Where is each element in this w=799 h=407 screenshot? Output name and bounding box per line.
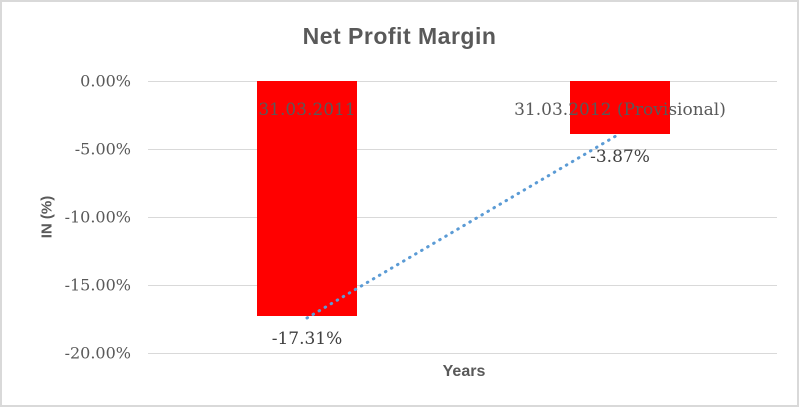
category-label-1: 31.03.2011 (258, 100, 356, 120)
data-label-2: -3.87% (590, 147, 650, 167)
gridline (148, 217, 777, 218)
bar-2 (570, 81, 670, 134)
y-axis-title: IN (%) (38, 195, 56, 239)
data-label-1: -17.31% (271, 329, 343, 349)
gridline (148, 81, 777, 82)
y-tick-label: -10.00% (64, 207, 131, 227)
category-label-2: 31.03.2012 (Provisional) (514, 100, 726, 120)
y-tick-label: -20.00% (64, 343, 131, 363)
chart-title: Net Profit Margin (302, 23, 497, 49)
y-tick-label: -15.00% (64, 275, 131, 295)
x-axis-title: Years (442, 363, 486, 380)
gridline (148, 285, 777, 286)
gridline (148, 353, 777, 354)
gridline (148, 149, 777, 150)
y-tick-label: 0.00% (80, 71, 131, 91)
y-tick-label: -5.00% (74, 139, 131, 159)
